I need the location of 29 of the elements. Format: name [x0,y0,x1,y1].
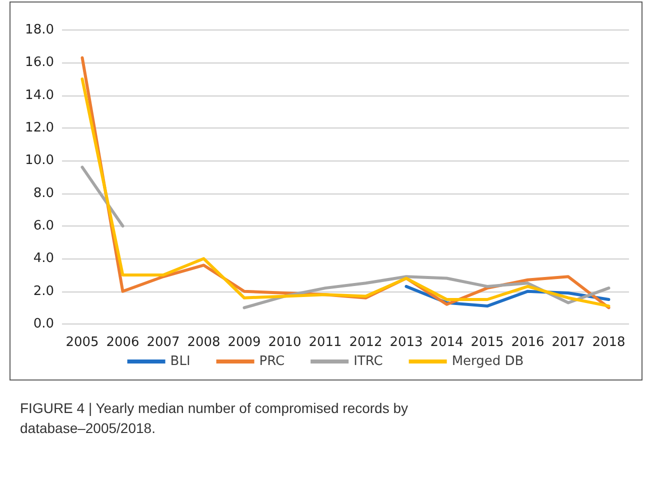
y-tick-label: 10.0 [25,153,54,168]
x-tick-label: 2011 [308,335,342,350]
y-tick-label: 12.0 [25,120,54,136]
x-tick-label: 2009 [228,335,261,350]
x-tick-label: 2014 [430,335,464,350]
y-tick-label: 14.0 [25,88,54,103]
x-tick-label: 2012 [349,335,382,350]
x-tick-label: 2006 [106,335,140,350]
y-tick-label: 4.0 [33,251,54,266]
y-tick-label: 2.0 [33,284,54,299]
y-tick-label: 8.0 [33,186,54,201]
x-tick-label: 2017 [552,335,585,350]
x-tick-label: 2016 [511,335,544,350]
x-tick-label: 2007 [146,335,180,350]
x-tick-label: 2010 [268,335,302,350]
x-tick-label: 2008 [187,335,220,350]
x-tick-label: 2005 [66,335,99,350]
y-tick-label: 18.0 [25,22,54,38]
legend-label: ITRC [354,354,383,369]
legend-label: PRC [259,354,285,369]
y-tick-label: 16.0 [25,55,54,70]
caption: FIGURE 4 | Yearly median number of compromised records by database–2005/2018. [20,400,412,436]
x-tick-label: 2015 [470,335,504,350]
x-tick-label: 2018 [592,335,626,350]
y-tick-label: 0.0 [33,316,54,332]
legend-label: BLI [170,354,190,369]
x-tick-label: 2013 [390,335,423,350]
legend-label: Merged DB [452,354,524,369]
y-tick-label: 6.0 [33,218,54,234]
